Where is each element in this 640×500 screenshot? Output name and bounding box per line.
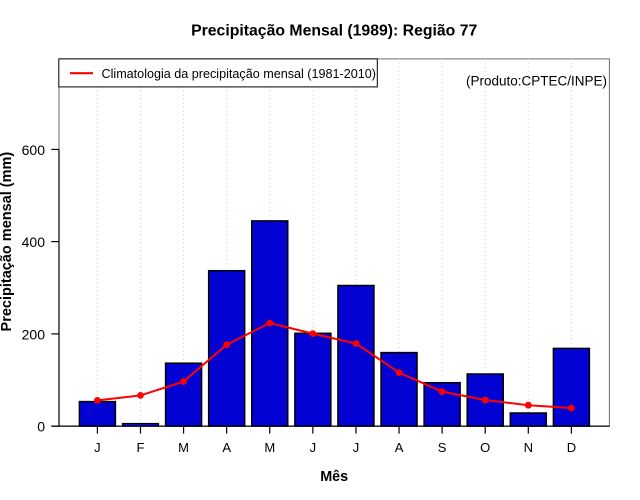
- svg-text:600: 600: [22, 142, 46, 158]
- svg-text:O: O: [480, 440, 490, 455]
- svg-text:N: N: [524, 440, 533, 455]
- svg-text:J: J: [94, 440, 101, 455]
- svg-text:A: A: [395, 440, 404, 455]
- svg-text:F: F: [137, 440, 145, 455]
- svg-text:J: J: [310, 440, 317, 455]
- svg-text:Mês: Mês: [320, 469, 348, 485]
- svg-text:Precipitação Mensal (1989): Re: Precipitação Mensal (1989): Região 77: [191, 23, 477, 40]
- svg-text:D: D: [567, 440, 576, 455]
- svg-text:S: S: [438, 440, 447, 455]
- svg-text:Climatologia da precipitação m: Climatologia da precipitação mensal (198…: [102, 67, 376, 81]
- svg-text:(Produto:CPTEC/INPE): (Produto:CPTEC/INPE): [466, 74, 607, 89]
- svg-text:M: M: [178, 440, 189, 455]
- svg-text:J: J: [353, 440, 360, 455]
- svg-text:200: 200: [22, 327, 46, 343]
- svg-text:400: 400: [22, 234, 46, 250]
- svg-text:Precipitação mensal (mm): Precipitação mensal (mm): [0, 152, 15, 332]
- svg-text:M: M: [264, 440, 275, 455]
- svg-text:A: A: [222, 440, 231, 455]
- svg-text:0: 0: [37, 419, 45, 435]
